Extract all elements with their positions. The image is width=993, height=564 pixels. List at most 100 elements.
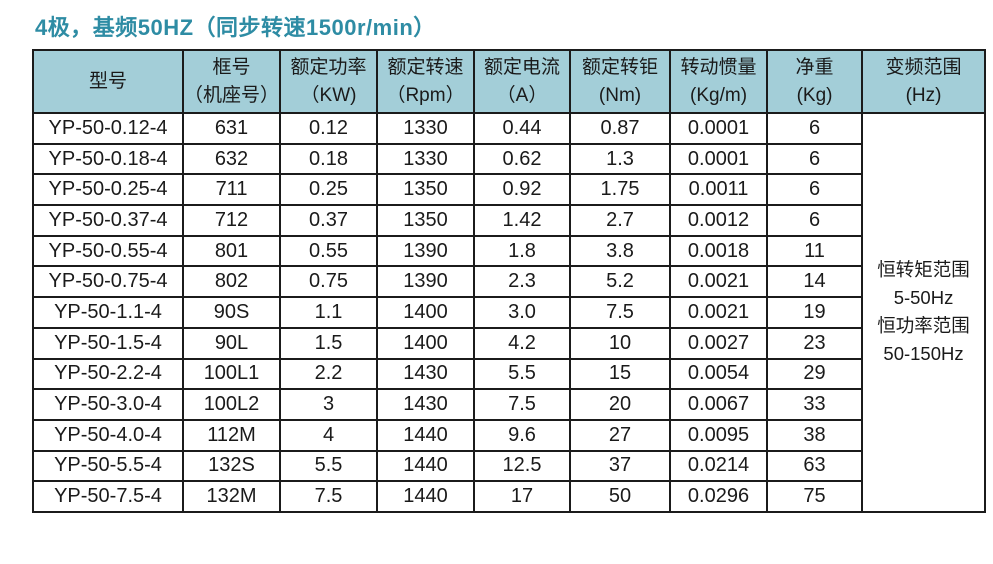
table-cell: 5.2 — [569, 265, 672, 299]
table-cell: 0.0054 — [669, 357, 769, 391]
column-header-6: 转动惯量 (Kg/m) — [669, 49, 769, 114]
column-header-line2: (Kg) — [796, 84, 833, 106]
table-head: 型号 框号 （机座号） 额定功率 （KW) 额定转速 （Rpm） 额定电流 （A） 额定转钜 (Nm… — [32, 49, 987, 114]
table-row: YP-50-0.55-4 801 0.55 1390 1.8 3.8 0.0018 11 — [32, 234, 985, 268]
freq-range-line: 50-150Hz — [883, 343, 964, 365]
table-cell: 1430 — [376, 357, 476, 391]
table-row: YP-50-3.0-4 100L2 3 1430 7.5 20 0.0067 33 — [32, 388, 985, 421]
table-cell: 0.0012 — [669, 204, 769, 237]
column-header-0: 型号 — [32, 49, 184, 114]
table-cell: 0.0018 — [669, 234, 769, 268]
motor-spec-table: 型号 框号 （机座号） 额定功率 （KW) 额定转速 （Rpm） 额定电流 （A） 额定转钜 (Nm… — [32, 49, 987, 513]
table-cell: 6 — [766, 173, 864, 207]
column-header-3: 额定转速 （Rpm） — [376, 49, 476, 114]
column-header-line1: 额定转钜 — [582, 56, 659, 78]
table-row: YP-50-0.18-4 632 0.18 1330 0.62 1.3 0.0001 6 — [32, 142, 985, 176]
table-row: YP-50-5.5-4 132S 5.5 1440 12.5 37 0.0214 63 — [32, 449, 985, 483]
table-cell: 100L2 — [181, 388, 282, 421]
table-cell: 0.0021 — [669, 265, 769, 299]
table-cell: YP-50-7.5-4 — [32, 480, 184, 513]
table-cell: 100L1 — [181, 357, 282, 391]
table-cell: 4 — [279, 418, 379, 452]
table-cell: 4.2 — [473, 326, 572, 360]
table-cell: 0.12 — [279, 112, 379, 145]
table-row: YP-50-0.12-4 631 0.12 1330 0.44 0.87 0.0001 6 恒转… — [32, 112, 987, 513]
column-header-line1: 变频范围 — [885, 56, 962, 78]
table-cell: 632 — [181, 142, 282, 176]
table-cell: 6 — [766, 142, 864, 176]
table-row: YP-50-0.75-4 802 0.75 1390 2.3 5.2 0.0021 14 — [32, 265, 985, 299]
table-cell: 6 — [766, 204, 864, 237]
table-row: YP-50-1.5-4 90L 1.5 1400 4.2 10 0.0027 23 — [32, 326, 985, 360]
table-cell: 0.18 — [279, 142, 379, 176]
column-header-line2: (Hz) — [905, 84, 942, 106]
table-row: YP-50-0.25-4 711 0.25 1350 0.92 1.75 0.0011 6 — [32, 173, 985, 207]
table-cell: 33 — [766, 388, 864, 421]
table-cell: YP-50-1.1-4 — [32, 296, 184, 329]
column-header-5: 额定转钜 (Nm) — [569, 49, 672, 114]
table-cell: 2.3 — [473, 265, 572, 299]
table-cell: 0.0067 — [669, 388, 769, 421]
table-cell: 0.75 — [279, 265, 379, 299]
table-cell: 1400 — [376, 326, 476, 360]
table-row: YP-50-0.37-4 712 0.37 1350 1.42 2.7 0.0012 6 — [32, 204, 985, 237]
table-cell: 3.0 — [473, 296, 572, 329]
table-cell: 1.1 — [279, 296, 379, 329]
page-title: 4极，基频50HZ（同步转速1500r/min） — [35, 15, 436, 40]
table-row: YP-50-2.2-4 100L1 2.2 1430 5.5 15 0.0054 29 — [32, 357, 985, 391]
table-cell: 1440 — [376, 480, 476, 513]
table-cell: 132M — [181, 480, 282, 513]
column-header-line1: 额定电流 — [484, 56, 561, 78]
table-cell: 75 — [766, 480, 864, 513]
table-cell: 11 — [766, 234, 864, 268]
table-cell: 802 — [181, 265, 282, 299]
table-cell: 90S — [181, 296, 282, 329]
table-cell: 0.0011 — [669, 173, 769, 207]
table-cell: 0.0021 — [669, 296, 769, 329]
table-cell: 38 — [766, 418, 864, 452]
table-cell: YP-50-0.18-4 — [32, 142, 184, 176]
table-cell: 801 — [181, 234, 282, 268]
column-header-line2: （Rpm） — [386, 84, 465, 106]
table-cell: 0.62 — [473, 142, 572, 176]
table-cell: 5.5 — [279, 449, 379, 483]
table-cell: 0.55 — [279, 234, 379, 268]
table-body: YP-50-0.12-4 631 0.12 1330 0.44 0.87 0.0001 6 恒转… — [32, 112, 987, 513]
table-cell: 0.0095 — [669, 418, 769, 452]
table-cell: 19 — [766, 296, 864, 329]
column-header-line1: 额定功率 — [290, 56, 367, 78]
column-header-8: 变频范围 (Hz) — [861, 49, 987, 114]
table-cell: 112M — [181, 418, 282, 452]
table-cell: YP-50-0.75-4 — [32, 265, 184, 299]
column-header-line1: 框号 — [212, 56, 251, 78]
table-cell: 29 — [766, 357, 864, 391]
table-cell: 1350 — [376, 204, 476, 237]
column-header-line1: 净重 — [795, 56, 834, 78]
table-cell: 0.0001 — [669, 112, 769, 145]
table-cell: 1.8 — [473, 234, 572, 268]
table-cell: YP-50-4.0-4 — [32, 418, 184, 452]
column-header-7: 净重 (Kg) — [766, 49, 864, 114]
table-cell: 5.5 — [473, 357, 572, 391]
table-row: YP-50-1.1-4 90S 1.1 1400 3.0 7.5 0.0021 19 — [32, 296, 985, 329]
table-cell: 37 — [569, 449, 672, 483]
table-cell: 3.8 — [569, 234, 672, 268]
freq-range-cell: 恒转矩范围 5-50Hz 恒功率范围 50-150Hz — [861, 112, 987, 513]
table-cell: 3 — [279, 388, 379, 421]
table-cell: YP-50-5.5-4 — [32, 449, 184, 483]
table-cell: 1.3 — [569, 142, 672, 176]
table-cell: 7.5 — [279, 480, 379, 513]
table-cell: 12.5 — [473, 449, 572, 483]
table-cell: 1390 — [376, 265, 476, 299]
table-cell: 0.0296 — [669, 480, 769, 513]
column-header-line1: 型号 — [88, 70, 127, 92]
column-header-line1: 转动惯量 — [680, 56, 757, 78]
table-cell: 6 — [766, 112, 864, 145]
table-cell: 1400 — [376, 296, 476, 329]
table-cell: 0.0001 — [669, 142, 769, 176]
table-cell: 7.5 — [473, 388, 572, 421]
table-cell: 20 — [569, 388, 672, 421]
column-header-2: 额定功率 （KW) — [279, 49, 379, 114]
table-cell: 0.0027 — [669, 326, 769, 360]
